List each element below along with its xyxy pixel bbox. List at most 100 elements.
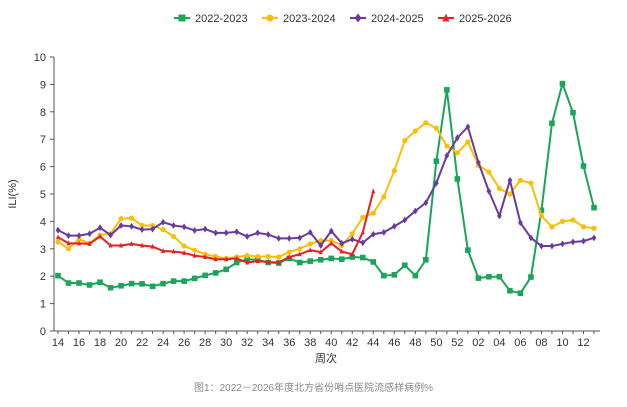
series-2022-2023 [55,80,597,296]
x-axis-label: 周次 [315,351,337,365]
legend-label: 2024-2025 [371,13,424,25]
x-tick-label: 52 [451,337,463,349]
data-point [149,283,156,290]
data-point [118,216,124,222]
data-point [454,176,461,182]
data-point [412,207,418,215]
data-point [108,242,113,248]
data-point [328,255,335,262]
data-point [286,249,292,255]
data-point [517,177,524,183]
series-line [57,191,375,264]
data-point [318,249,323,255]
data-point [150,225,155,233]
x-tick-label: 20 [115,337,127,349]
data-point [223,229,229,237]
x-tick-label: 40 [325,337,337,349]
data-point [139,222,145,229]
data-point [150,243,155,249]
data-point [265,231,271,238]
data-point [171,222,177,229]
legend-label: 2025-2026 [459,13,512,25]
data-point [76,280,82,286]
data-point [370,210,376,216]
data-point [560,240,565,248]
legend-label: 2023-2024 [283,13,336,25]
data-point [496,185,503,192]
data-point [591,234,597,242]
x-tick-label: 12 [577,337,589,349]
y-axis-label: ILI(%) [7,179,19,208]
data-point [328,227,334,235]
data-point [570,238,576,246]
x-tick-label: 26 [178,337,190,349]
data-point [297,234,303,242]
y-tick-label: 8 [40,107,46,119]
data-point [192,227,198,234]
data-point [308,247,313,253]
data-point [318,237,324,244]
data-point [108,231,113,239]
y-tick-label: 7 [40,134,46,146]
data-point [192,252,197,258]
data-point [212,270,219,276]
x-tick-label: 16 [73,337,85,349]
data-point [370,259,377,265]
data-point [245,259,250,265]
data-point [66,240,71,246]
data-point [475,275,482,281]
data-point [349,231,355,237]
data-point [381,272,387,279]
x-tick-label: 22 [136,337,148,349]
data-point [76,236,82,242]
data-point [486,169,492,175]
data-point [507,191,513,197]
data-point [465,139,471,145]
series-line [57,121,595,260]
data-point [486,187,492,195]
data-point [107,284,114,291]
data-point [255,253,261,260]
data-point [528,234,534,242]
data-point [349,254,356,260]
data-point [507,176,513,184]
data-point [370,230,376,238]
data-point [213,256,218,262]
y-tick-label: 0 [40,326,46,338]
data-point [329,240,334,246]
data-point [171,248,176,254]
data-point [402,216,408,224]
x-tick-label: 50 [430,337,442,349]
y-tick-label: 5 [40,189,46,201]
data-point [160,227,166,233]
y-tick-label: 3 [40,244,46,256]
data-point [160,218,166,226]
data-point [181,278,187,284]
data-point [265,253,271,260]
series-2024-2025 [55,123,597,250]
x-tick-label: 44 [367,337,379,349]
data-point [202,272,208,279]
data-point [412,272,419,279]
data-point [55,239,61,245]
data-point [98,233,103,239]
data-point [87,240,92,246]
data-point [255,258,260,264]
data-point [350,251,355,257]
data-point [276,259,281,265]
data-point [412,128,418,134]
data-point [570,217,576,223]
data-point [317,256,324,263]
data-point [360,214,366,220]
data-point [182,249,187,255]
data-point [517,290,524,296]
data-point [276,234,282,242]
data-point [297,251,302,257]
data-point [129,222,134,230]
data-point [77,240,82,246]
data-point [528,180,534,186]
data-point [223,266,229,273]
data-point [402,262,408,269]
x-tick-label: 06 [514,337,526,349]
